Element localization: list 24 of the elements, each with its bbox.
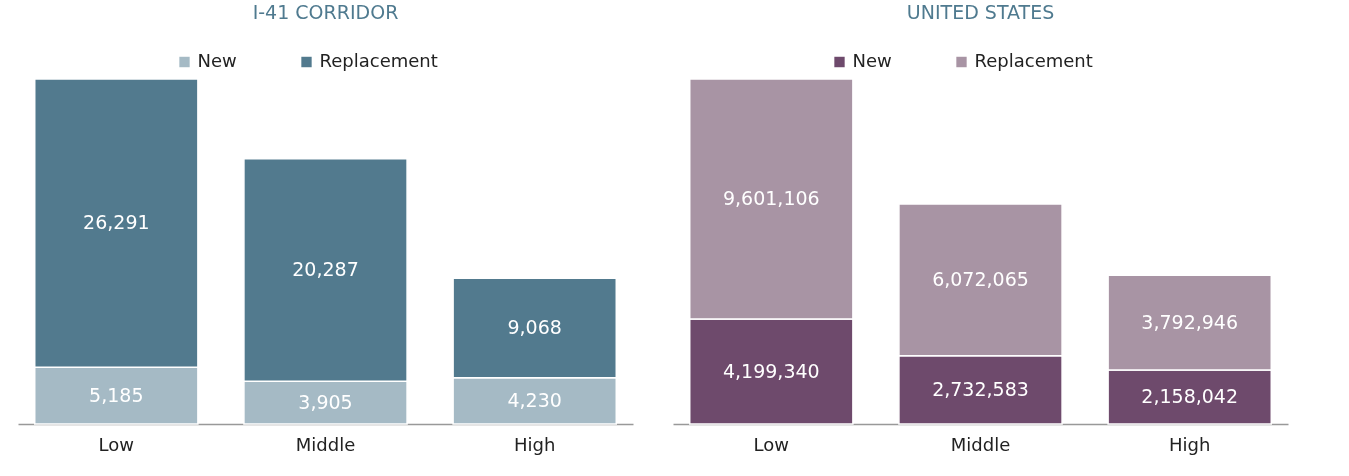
- legend-label: Replacement: [319, 50, 438, 71]
- x-tick-label: Low: [753, 433, 790, 455]
- x-tick-label: Middle: [950, 433, 1011, 455]
- chart-title: I-41 CORRIDOR: [252, 1, 399, 23]
- x-tick-label: Low: [98, 433, 135, 455]
- data-label: 4,199,340: [722, 359, 820, 382]
- data-label: 5,185: [89, 383, 144, 406]
- data-label: 4,230: [507, 388, 562, 411]
- data-label: 20,287: [292, 258, 359, 281]
- x-tick-label: High: [514, 433, 556, 455]
- data-label: 3,792,946: [1141, 310, 1239, 333]
- legend-label: Replacement: [974, 50, 1093, 71]
- x-tick-label: Middle: [295, 433, 356, 455]
- data-label: 6,072,065: [932, 267, 1029, 290]
- legend-label: New: [852, 50, 892, 71]
- data-label: 9,068: [507, 315, 562, 338]
- data-label: 2,732,583: [932, 377, 1029, 400]
- x-tick-label: High: [1169, 433, 1211, 455]
- data-label: 2,158,042: [1141, 385, 1239, 408]
- data-label: 9,601,106: [722, 187, 820, 210]
- chart-title: UNITED STATES: [906, 1, 1055, 23]
- legend-label: New: [197, 50, 237, 71]
- data-label: 3,905: [298, 390, 353, 413]
- data-label: 26,291: [83, 211, 150, 234]
